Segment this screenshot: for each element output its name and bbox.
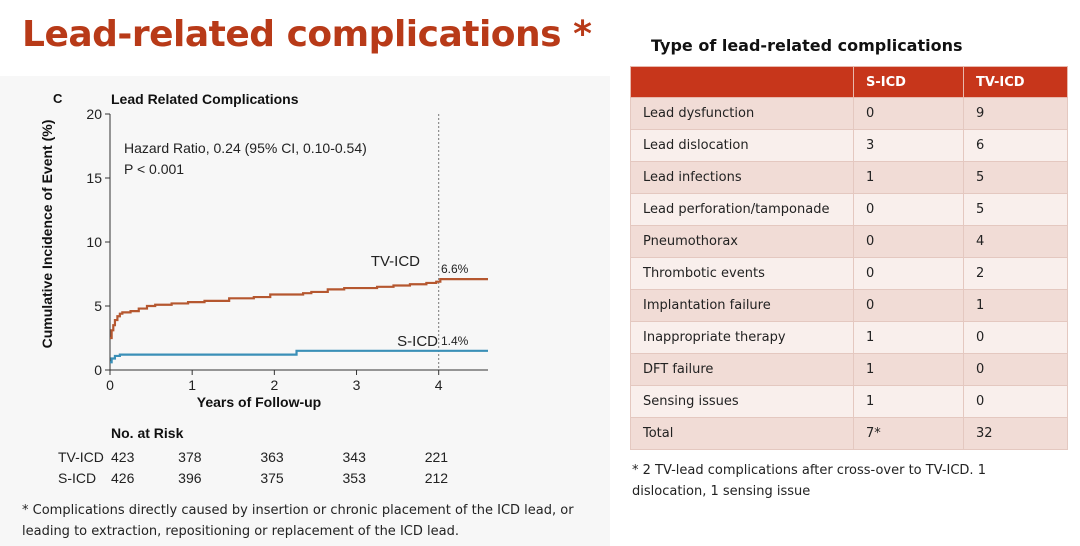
row-tvicd-value: 6 bbox=[963, 129, 1068, 162]
at-risk-value: 396 bbox=[178, 470, 202, 486]
row-sicd-value: 1 bbox=[853, 161, 964, 194]
table-total-row: Total 7* 32 bbox=[630, 417, 1068, 450]
series-line-tv-icd bbox=[110, 278, 488, 340]
row-tvicd-value: 0 bbox=[963, 385, 1068, 418]
total-sicd: 7* bbox=[853, 417, 964, 450]
y-tick-label: 15 bbox=[86, 170, 102, 186]
x-tick-label: 3 bbox=[353, 377, 361, 393]
y-tick-label: 20 bbox=[86, 106, 102, 122]
row-sicd-value: 1 bbox=[853, 321, 964, 354]
row-label: Inappropriate therapy bbox=[630, 321, 854, 354]
row-label: Implantation failure bbox=[630, 289, 854, 322]
row-tvicd-value: 9 bbox=[963, 97, 1068, 130]
table-row: Implantation failure 0 1 bbox=[630, 289, 1068, 322]
row-sicd-value: 3 bbox=[853, 129, 964, 162]
at-risk-value: 353 bbox=[343, 470, 367, 486]
row-label: DFT failure bbox=[630, 353, 854, 386]
at-risk-value: 375 bbox=[260, 470, 284, 486]
at-risk-value: 363 bbox=[260, 449, 284, 465]
footnote-right: * 2 TV-lead complications after cross-ov… bbox=[632, 463, 986, 499]
row-sicd-value: 1 bbox=[853, 353, 964, 386]
p-value-text: P < 0.001 bbox=[124, 161, 184, 177]
row-tvicd-value: 5 bbox=[963, 193, 1068, 226]
row-tvicd-value: 2 bbox=[963, 257, 1068, 290]
row-label: Sensing issues bbox=[630, 385, 854, 418]
row-sicd-value: 1 bbox=[853, 385, 964, 418]
row-label: Lead dysfunction bbox=[630, 97, 854, 130]
row-tvicd-value: 4 bbox=[963, 225, 1068, 258]
row-tvicd-value: 1 bbox=[963, 289, 1068, 322]
table-header-blank bbox=[630, 66, 854, 98]
table-header-sicd: S-ICD bbox=[853, 66, 964, 98]
complications-table: S-ICD TV-ICD Lead dysfunction 0 9 Lead disl… bbox=[630, 66, 1068, 450]
table-title: Type of lead-related complications bbox=[651, 36, 963, 55]
chart-title: Lead Related Complications bbox=[111, 91, 299, 107]
table-row: Lead dysfunction 0 9 bbox=[630, 97, 1068, 130]
table-row: Thrombotic events 0 2 bbox=[630, 257, 1068, 290]
x-tick-label: 4 bbox=[435, 377, 443, 393]
row-sicd-value: 0 bbox=[853, 289, 964, 322]
hazard-ratio-text: Hazard Ratio, 0.24 (95% CI, 0.10-0.54) bbox=[124, 140, 367, 156]
row-tvicd-value: 5 bbox=[963, 161, 1068, 194]
table-header-row: S-ICD TV-ICD bbox=[630, 66, 1068, 98]
at-risk-value: 426 bbox=[111, 470, 135, 486]
km-chart: 0 5 10 15 20 0 1 2 3 4 C Lead Related Complications… bbox=[39, 91, 488, 486]
x-tick-label: 0 bbox=[106, 377, 114, 393]
x-axis-label: Years of Follow-up bbox=[197, 394, 321, 410]
footnote-left: * Complications directly caused by inser… bbox=[22, 503, 574, 539]
end-label-sicd: 1.4% bbox=[441, 334, 469, 348]
table-row: Lead perforation/tamponade 0 5 bbox=[630, 193, 1068, 226]
at-risk-value: 221 bbox=[425, 449, 449, 465]
y-axis-label: Cumulative Incidence of Event (%) bbox=[39, 120, 55, 349]
series-label-sicd: S-ICD bbox=[397, 333, 438, 350]
total-tvicd: 32 bbox=[963, 417, 1068, 450]
row-sicd-value: 0 bbox=[853, 225, 964, 258]
row-sicd-value: 0 bbox=[853, 97, 964, 130]
at-risk-value: 378 bbox=[178, 449, 202, 465]
table-row: Lead dislocation 3 6 bbox=[630, 129, 1068, 162]
row-label: Lead perforation/tamponade bbox=[630, 193, 854, 226]
y-tick-label: 5 bbox=[94, 298, 102, 314]
row-label: Thrombotic events bbox=[630, 257, 854, 290]
row-label: Lead dislocation bbox=[630, 129, 854, 162]
at-risk-value: 212 bbox=[425, 470, 449, 486]
at-risk-row-label: TV-ICD bbox=[58, 449, 104, 465]
row-label: Lead infections bbox=[630, 161, 854, 194]
slide-title: Lead-related complications * bbox=[22, 14, 592, 55]
row-tvicd-value: 0 bbox=[963, 321, 1068, 354]
y-tick-label: 0 bbox=[94, 362, 102, 378]
end-label-tvicd: 6.6% bbox=[441, 262, 469, 276]
y-tick-label: 10 bbox=[86, 234, 102, 250]
at-risk-value: 343 bbox=[343, 449, 367, 465]
row-sicd-value: 0 bbox=[853, 193, 964, 226]
x-tick-label: 1 bbox=[188, 377, 196, 393]
panel-label: C bbox=[53, 91, 63, 106]
series-line-s-icd bbox=[110, 349, 488, 364]
row-label: Pneumothorax bbox=[630, 225, 854, 258]
chart-panel bbox=[0, 76, 610, 546]
at-risk-title: No. at Risk bbox=[111, 425, 184, 441]
row-tvicd-value: 0 bbox=[963, 353, 1068, 386]
at-risk-value: 423 bbox=[111, 449, 135, 465]
table-row: Lead infections 1 5 bbox=[630, 161, 1068, 194]
at-risk-row-label: S-ICD bbox=[58, 470, 96, 486]
table-row: Inappropriate therapy 1 0 bbox=[630, 321, 1068, 354]
table-row: Pneumothorax 0 4 bbox=[630, 225, 1068, 258]
series-label-tvicd: TV-ICD bbox=[371, 253, 420, 270]
total-label: Total bbox=[630, 417, 854, 450]
row-sicd-value: 0 bbox=[853, 257, 964, 290]
x-tick-label: 2 bbox=[270, 377, 278, 393]
table-row: DFT failure 1 0 bbox=[630, 353, 1068, 386]
table-header-tvicd: TV-ICD bbox=[963, 66, 1068, 98]
table-row: Sensing issues 1 0 bbox=[630, 385, 1068, 418]
